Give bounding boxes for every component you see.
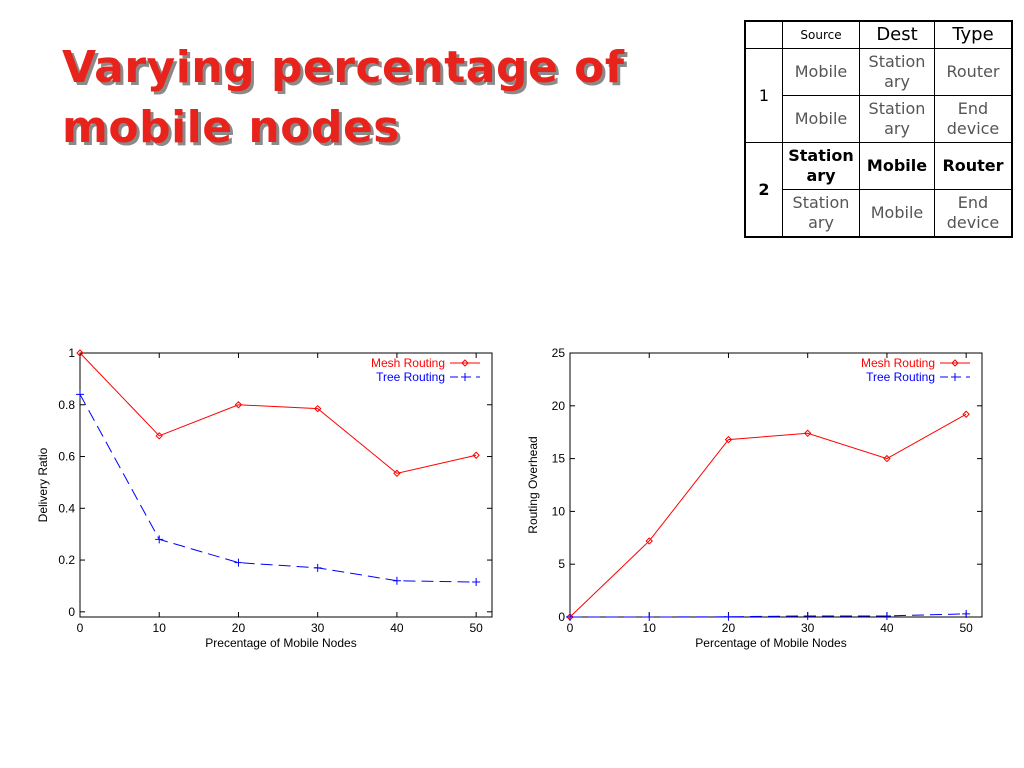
- x-tick-label: 30: [311, 621, 325, 635]
- legend-marker: [461, 373, 469, 381]
- data-point: [472, 451, 480, 459]
- data-point: [313, 563, 322, 572]
- legend-marker: [951, 359, 959, 367]
- x-axis-label: Percentage of Mobile Nodes: [695, 636, 846, 650]
- x-tick-label: 0: [567, 621, 574, 635]
- series-line-0: [79, 352, 477, 474]
- y-tick-label: 25: [552, 346, 566, 360]
- y-tick-label: 1: [68, 346, 75, 360]
- plot-frame: [569, 352, 983, 618]
- data-point: [234, 401, 243, 409]
- series-line-1: [570, 613, 967, 618]
- data-point: [645, 537, 653, 545]
- data-point: [155, 432, 163, 440]
- table-cell-dest: Station ary: [859, 48, 935, 96]
- data-point: [155, 535, 164, 544]
- legend-label: Mesh Routing: [371, 356, 445, 370]
- data-point: [962, 410, 970, 418]
- group-label: 1: [744, 48, 783, 143]
- legend-label: Mesh Routing: [861, 356, 935, 370]
- x-tick-label: 20: [232, 621, 246, 635]
- y-tick-label: 0.8: [58, 398, 75, 412]
- x-tick-label: 10: [153, 621, 167, 635]
- y-tick-label: 15: [552, 452, 566, 466]
- data-point: [76, 390, 84, 399]
- routing-overhead-chart: 0 10 20 30 40 50 0 5 10 15 20 25 Percentage of Mobil…: [526, 346, 983, 650]
- data-point: [472, 578, 481, 587]
- table-cell-type: End device: [934, 95, 1013, 143]
- series-line-1: [79, 394, 477, 583]
- data-point: [803, 611, 812, 620]
- x-tick-label: 50: [469, 621, 483, 635]
- data-point: [883, 454, 891, 463]
- table-header-dest: Dest: [859, 20, 935, 49]
- routing-cases-table: Source Dest Type 1 Mobile Station ary Rou…: [744, 20, 1013, 238]
- x-tick-label: 10: [643, 621, 657, 635]
- series-line-0: [569, 413, 967, 618]
- data-point: [76, 349, 84, 357]
- table-header-row: Source Dest Type: [744, 20, 1013, 49]
- data-point: [962, 609, 971, 618]
- table-cell-type: End device: [934, 189, 1013, 238]
- table-cell-dest: Mobile: [859, 189, 935, 238]
- table-cell-source: Station ary: [782, 189, 860, 238]
- table-cell-source: Mobile: [782, 95, 860, 143]
- x-tick-label: 40: [880, 621, 894, 635]
- data-point: [566, 613, 574, 621]
- x-tick-label: 50: [959, 621, 973, 635]
- x-tick-label: 0: [77, 621, 84, 635]
- table-header-empty: [744, 20, 783, 49]
- data-point: [313, 404, 322, 413]
- x-tick-label: 40: [390, 621, 404, 635]
- y-tick-label: 0: [68, 605, 75, 619]
- table-cell-source: Station ary: [782, 142, 860, 190]
- y-tick-label: 0.6: [58, 450, 75, 464]
- table-row: Mobile Station ary End device: [745, 95, 1013, 143]
- data-point: [724, 435, 733, 444]
- slide-title: Varying percentage of mobile nodes: [62, 38, 682, 158]
- data-point: [724, 612, 733, 621]
- table-cell-dest: Mobile: [859, 142, 935, 190]
- table-row: 2 Station ary Mobile Router: [744, 142, 1013, 238]
- y-tick-label: 0.2: [58, 553, 75, 567]
- legend-marker: [951, 373, 959, 381]
- data-point: [392, 576, 401, 585]
- data-point: [882, 611, 891, 620]
- table-cell-type: Router: [934, 48, 1013, 96]
- y-tick-label: 20: [552, 399, 566, 413]
- slide-title-line-2: mobile nodes: [62, 102, 400, 153]
- delivery-ratio-chart: 0 10 20 30 40 50 0 0.2 0.4 0.6 0.8 1 Precentage of M…: [36, 346, 493, 650]
- x-tick-label: 30: [801, 621, 815, 635]
- legend-label: Tree Routing: [866, 370, 935, 384]
- data-point: [234, 558, 243, 567]
- slide-title-line-1: Varying percentage of: [62, 42, 625, 93]
- y-tick-label: 5: [558, 557, 565, 571]
- y-tick-label: 0: [558, 610, 565, 624]
- y-tick-label: 0.4: [58, 501, 75, 515]
- y-axis-label: Routing Overhead: [526, 436, 540, 533]
- table-cell-dest: Station ary: [859, 95, 935, 143]
- y-axis-label: Delivery Ratio: [36, 447, 50, 522]
- legend-label: Tree Routing: [376, 370, 445, 384]
- data-point: [645, 613, 654, 621]
- table-header-type: Type: [934, 20, 1013, 49]
- y-tick-label: 10: [552, 504, 566, 518]
- data-point: [803, 429, 812, 437]
- legend-marker: [461, 359, 469, 367]
- table-row: Station ary Mobile End device: [745, 189, 1013, 238]
- x-axis-label: Precentage of Mobile Nodes: [205, 636, 356, 650]
- table-cell-source: Mobile: [782, 48, 860, 96]
- table-row: 1 Mobile Station ary Router: [744, 48, 1013, 143]
- group-label: 2: [744, 142, 783, 238]
- table-header-source: Source: [782, 20, 860, 49]
- table-cell-type: Router: [934, 142, 1013, 190]
- x-tick-label: 20: [722, 621, 736, 635]
- data-point: [393, 469, 401, 478]
- plot-frame: [79, 352, 493, 618]
